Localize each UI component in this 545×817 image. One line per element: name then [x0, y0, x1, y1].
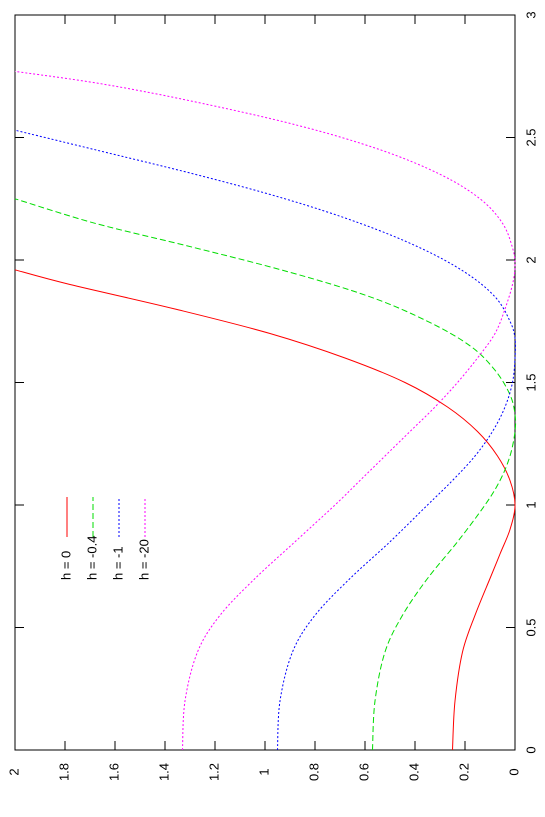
series-line-2	[14, 129, 516, 751]
plot-border	[14, 14, 516, 751]
x-tick-label: 2	[523, 256, 538, 263]
series-line-0	[14, 269, 516, 751]
x-tick-label: 1.5	[523, 373, 538, 391]
y-tick-label: 0	[506, 768, 521, 775]
y-tick-label: 0.8	[306, 763, 321, 781]
x-tick-label: 3	[523, 11, 538, 18]
y-tick-label: 0.2	[456, 763, 471, 781]
x-tick-label: 2.5	[523, 128, 538, 146]
y-tick-label: 1	[256, 768, 271, 775]
y-tick-label: 0.6	[356, 763, 371, 781]
series-line-3	[14, 70, 516, 751]
x-tick-label: 0	[523, 746, 538, 753]
x-tick-label: 0.5	[523, 618, 538, 636]
legend-label-0: h = 0	[58, 551, 73, 580]
y-tick-label: 2	[6, 768, 21, 775]
legend: h = 0 h = -0.4 h = -1 h = -20	[58, 497, 151, 580]
y-tick-label: 1.2	[206, 763, 221, 781]
y-tick-label: 0.4	[406, 763, 421, 781]
legend-label-3: h = -20	[136, 539, 151, 580]
legend-label-2: h = -1	[110, 546, 125, 580]
plot-area	[14, 70, 517, 751]
legend-label-1: h = -0.4	[84, 536, 99, 580]
y-tick-label: 1.8	[56, 763, 71, 781]
axes: 0 0.5 1 1.5 2 2.5 3 0 0.2 0.4 0.6 0.8 1 1.2 1.4 1.6 1.8 2	[6, 11, 538, 781]
series-line-1	[14, 198, 517, 751]
y-tick-label: 1.6	[106, 763, 121, 781]
x-tick-label: 1	[523, 501, 538, 508]
y-tick-label: 1.4	[156, 763, 171, 781]
